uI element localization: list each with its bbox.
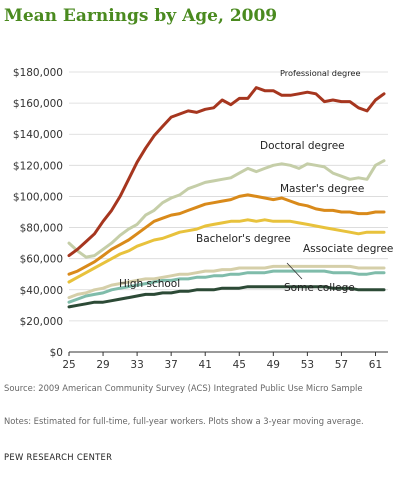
x-tick-label: 49 — [267, 359, 280, 371]
y-axis-ticks: $0 $20,000 $40,000 $60,000 $80,000 $100,000 $1… — [13, 67, 63, 359]
x-axis-ticks: 25 29 33 37 41 45 49 53 57 61 — [62, 352, 382, 371]
y-tick-label: $160,000 — [13, 98, 63, 110]
series-line-bachelor-s-degree — [67, 218, 386, 284]
y-tick-label: $80,000 — [20, 223, 63, 235]
some-college-leader-line — [286, 262, 303, 280]
label-doctoral-degree: Doctoral degree — [260, 140, 345, 152]
x-tick-label: 25 — [62, 359, 75, 371]
series-line-high-school — [67, 285, 386, 309]
x-tick-label: 45 — [233, 359, 246, 371]
y-tick-label: $100,000 — [13, 191, 63, 203]
series-annotations: Professional degree Doctoral degree Master… — [119, 68, 393, 294]
x-tick-label: 29 — [96, 359, 109, 371]
series-line-professional-degree — [67, 86, 386, 258]
series-lines — [67, 86, 386, 309]
y-tick-label: $60,000 — [20, 254, 63, 266]
x-tick-label: 57 — [335, 359, 348, 371]
label-associate-degree: Associate degree — [303, 243, 393, 255]
label-master-s-degree: Master's degree — [280, 183, 364, 195]
y-tick-label: $140,000 — [13, 129, 63, 141]
y-tick-label: $180,000 — [13, 67, 63, 79]
y-tick-label: $20,000 — [20, 316, 63, 328]
chart-title: Mean Earnings by Age, 2009 — [4, 6, 278, 26]
y-tick-label: $120,000 — [13, 160, 63, 172]
line-chart: $0 $20,000 $40,000 $60,000 $80,000 $100,000 $1… — [13, 67, 394, 371]
series-line-some-college — [67, 269, 386, 304]
series-line-master-s-degree — [67, 193, 386, 276]
notes-text: Notes: Estimated for full-time, full-yea… — [4, 416, 364, 426]
x-tick-label: 33 — [130, 359, 143, 371]
label-high-school: High school — [119, 278, 180, 290]
x-tick-label: 37 — [164, 359, 177, 371]
y-tick-label: $0 — [50, 347, 63, 359]
series-line-associate-degree — [67, 264, 386, 300]
source-note: Source: 2009 American Community Survey (… — [4, 383, 363, 393]
x-tick-label: 61 — [369, 359, 382, 371]
label-professional-degree: Professional degree — [280, 68, 361, 78]
x-tick-label: 53 — [301, 359, 314, 371]
y-tick-label: $40,000 — [20, 285, 63, 297]
label-bachelor-s-degree: Bachelor's degree — [196, 233, 291, 245]
label-some-college: Some college — [284, 282, 355, 294]
series-line-doctoral-degree — [67, 159, 386, 259]
pew-logo: PEW RESEARCH CENTER — [4, 452, 113, 462]
x-tick-label: 41 — [199, 359, 212, 371]
